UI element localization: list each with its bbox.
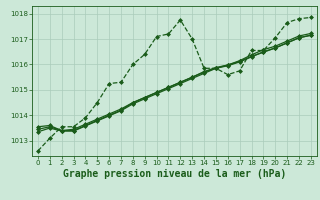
X-axis label: Graphe pression niveau de la mer (hPa): Graphe pression niveau de la mer (hPa) — [63, 169, 286, 179]
